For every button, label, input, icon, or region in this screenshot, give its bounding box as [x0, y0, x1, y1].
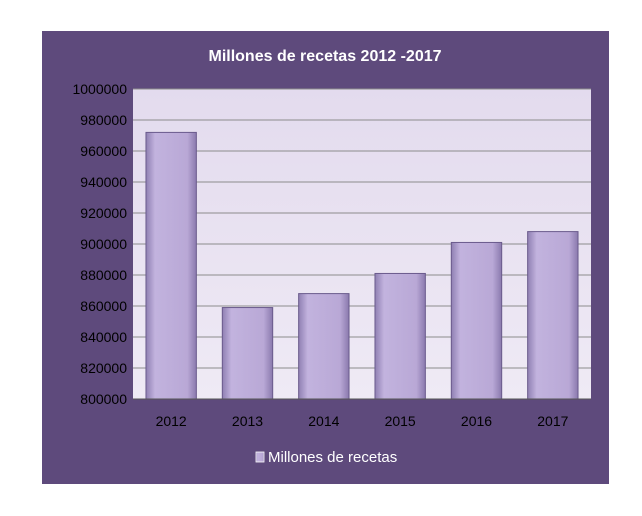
- y-tick-label: 1000000: [72, 81, 127, 97]
- bar-2012: [145, 131, 197, 400]
- bar-2014: [298, 293, 350, 400]
- x-tick-label: 2016: [461, 413, 492, 429]
- chart-title: Millones de recetas 2012 -2017: [208, 48, 441, 65]
- x-axis-tick-labels: 2012 2013 2014 2015 2016 2017: [156, 413, 569, 429]
- y-axis-tick-labels: 1000000 980000 960000 940000 920000 900000 880…: [72, 81, 127, 407]
- bar-2015: [374, 272, 426, 400]
- y-tick-label: 920000: [80, 205, 127, 221]
- y-tick-label: 880000: [80, 267, 127, 283]
- y-tick-label: 960000: [80, 143, 127, 159]
- y-tick-label: 900000: [80, 236, 127, 252]
- chart-frame: Millones de recetas 2012 -2017 1000000 98…: [42, 31, 609, 484]
- bar-2016: [450, 241, 503, 400]
- x-tick-label: 2015: [385, 413, 416, 429]
- legend-swatch: [255, 451, 265, 463]
- y-tick-label: 800000: [80, 391, 127, 407]
- y-tick-label: 820000: [80, 360, 127, 376]
- bar-2017: [527, 231, 579, 400]
- legend: Millones de recetas: [255, 449, 397, 466]
- x-tick-label: 2013: [232, 413, 263, 429]
- x-tick-label: 2014: [308, 413, 339, 429]
- y-tick-label: 940000: [80, 174, 127, 190]
- y-tick-label: 860000: [80, 298, 127, 314]
- bar-chart: Millones de recetas 2012 -2017 1000000 98…: [72, 48, 591, 466]
- bar-2013: [221, 307, 274, 400]
- y-tick-label: 980000: [80, 112, 127, 128]
- x-tick-label: 2012: [156, 413, 187, 429]
- bars: [145, 131, 579, 400]
- x-tick-label: 2017: [537, 413, 568, 429]
- legend-label: Millones de recetas: [268, 449, 397, 466]
- y-tick-label: 840000: [80, 329, 127, 345]
